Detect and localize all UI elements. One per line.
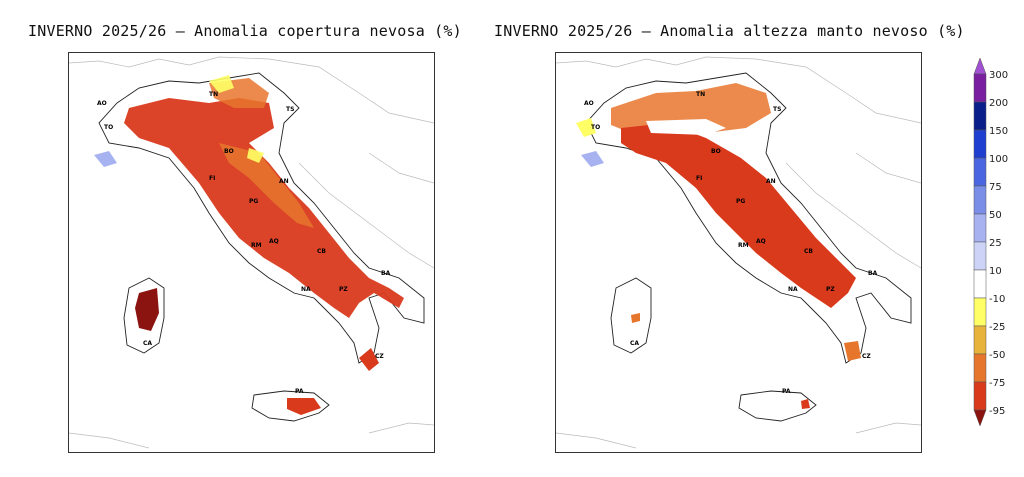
legend-tick-label: 10 (989, 266, 1002, 277)
anomaly-fill (124, 98, 404, 415)
svg-text:PA: PA (295, 388, 304, 395)
svg-text:TO: TO (104, 124, 113, 131)
legend-tick-label: -75 (989, 378, 1005, 389)
neighbor-borders (556, 56, 921, 449)
legend-triangle-bottom (973, 409, 987, 427)
legend-tick-label: -10 (989, 294, 1005, 305)
city-labels: AO TO TN TS BO FI AN PG AQ CB NA BA PZ C… (97, 91, 391, 395)
svg-text:BO: BO (711, 148, 721, 155)
svg-text:CZ: CZ (862, 353, 871, 360)
svg-text:BO: BO (224, 148, 234, 155)
legend-swatch (973, 213, 987, 243)
positive-anomaly-patch (581, 151, 604, 167)
svg-text:NA: NA (301, 286, 311, 293)
svg-text:BA: BA (868, 270, 878, 277)
svg-text:BA: BA (381, 270, 391, 277)
color-legend: 300 200 150 100 75 50 25 10 -10 -25 -50 -75 -95 (972, 58, 1020, 448)
svg-text:RM: RM (251, 242, 262, 249)
legend-tick-label: 200 (989, 98, 1008, 109)
legend-swatch (973, 241, 987, 271)
svg-text:TN: TN (696, 91, 705, 98)
svg-text:TS: TS (286, 106, 294, 113)
map-panel-snow-depth: AO TO TN TS BO FI AN PG AQ CB NA BA PZ C… (555, 52, 922, 453)
positive-anomaly-patch (94, 151, 117, 167)
legend-swatch (973, 101, 987, 131)
map-title-snow-depth: INVERNO 2025/26 – Anomalia altezza manto… (494, 22, 965, 40)
anomaly-light-patches (209, 75, 264, 163)
legend-triangle-top (973, 58, 987, 75)
legend-swatch (973, 381, 987, 411)
legend-colorbar: 300 200 150 100 75 50 25 10 -10 -25 -50 -75 -95 (973, 58, 1008, 427)
map-title-snow-cover: INVERNO 2025/26 – Anomalia copertura nev… (28, 22, 462, 40)
svg-text:PG: PG (736, 198, 745, 205)
anomaly-fill (621, 123, 861, 409)
legend-tick-label: -50 (989, 350, 1005, 361)
svg-text:CA: CA (630, 340, 639, 347)
map-panel-snow-cover: AO TO TN TS BO FI AN PG AQ CB NA BA PZ C… (68, 52, 435, 453)
legend-swatch (973, 325, 987, 355)
legend-tick-label: 75 (989, 182, 1002, 193)
svg-text:FI: FI (696, 175, 702, 182)
svg-text:CB: CB (804, 248, 813, 255)
legend-swatch (973, 297, 987, 327)
svg-text:PA: PA (782, 388, 791, 395)
svg-text:TN: TN (209, 91, 218, 98)
legend-swatch (973, 157, 987, 187)
legend-tick-label: 300 (989, 70, 1008, 81)
svg-text:PZ: PZ (339, 286, 348, 293)
legend-swatch (973, 185, 987, 215)
negative-yellow-patch (576, 118, 596, 137)
svg-text:PZ: PZ (826, 286, 835, 293)
no-snow-band (646, 119, 726, 135)
legend-swatch (973, 353, 987, 383)
city-labels: AO TO TN TS BO FI AN PG AQ CB NA BA PZ C… (584, 91, 878, 395)
legend-swatch (973, 73, 987, 103)
italy-map-snow-cover: AO TO TN TS BO FI AN PG AQ CB NA BA PZ C… (69, 56, 434, 449)
svg-text:TO: TO (591, 124, 600, 131)
svg-text:AQ: AQ (756, 238, 766, 245)
legend-tick-label: 150 (989, 126, 1008, 137)
svg-text:RM: RM (738, 242, 749, 249)
legend-tick-label: 50 (989, 210, 1002, 221)
italy-map-snow-depth: AO TO TN TS BO FI AN PG AQ CB NA BA PZ C… (556, 56, 921, 449)
legend-tick-label: -95 (989, 406, 1005, 417)
svg-text:AQ: AQ (269, 238, 279, 245)
legend-tick-label: 25 (989, 238, 1002, 249)
legend-tick-label: -25 (989, 322, 1005, 333)
svg-text:PG: PG (249, 198, 258, 205)
svg-text:AO: AO (97, 100, 107, 107)
svg-text:CA: CA (143, 340, 152, 347)
legend-swatch (973, 269, 987, 299)
svg-text:CB: CB (317, 248, 326, 255)
svg-text:NA: NA (788, 286, 798, 293)
svg-text:AN: AN (766, 178, 776, 185)
legend-tick-label: 100 (989, 154, 1008, 165)
svg-text:TS: TS (773, 106, 781, 113)
svg-text:AO: AO (584, 100, 594, 107)
svg-text:FI: FI (209, 175, 215, 182)
svg-text:CZ: CZ (375, 353, 384, 360)
neighbor-borders (69, 56, 434, 449)
svg-text:AN: AN (279, 178, 289, 185)
legend-swatch (973, 129, 987, 159)
anomaly-orange-north (611, 83, 771, 133)
